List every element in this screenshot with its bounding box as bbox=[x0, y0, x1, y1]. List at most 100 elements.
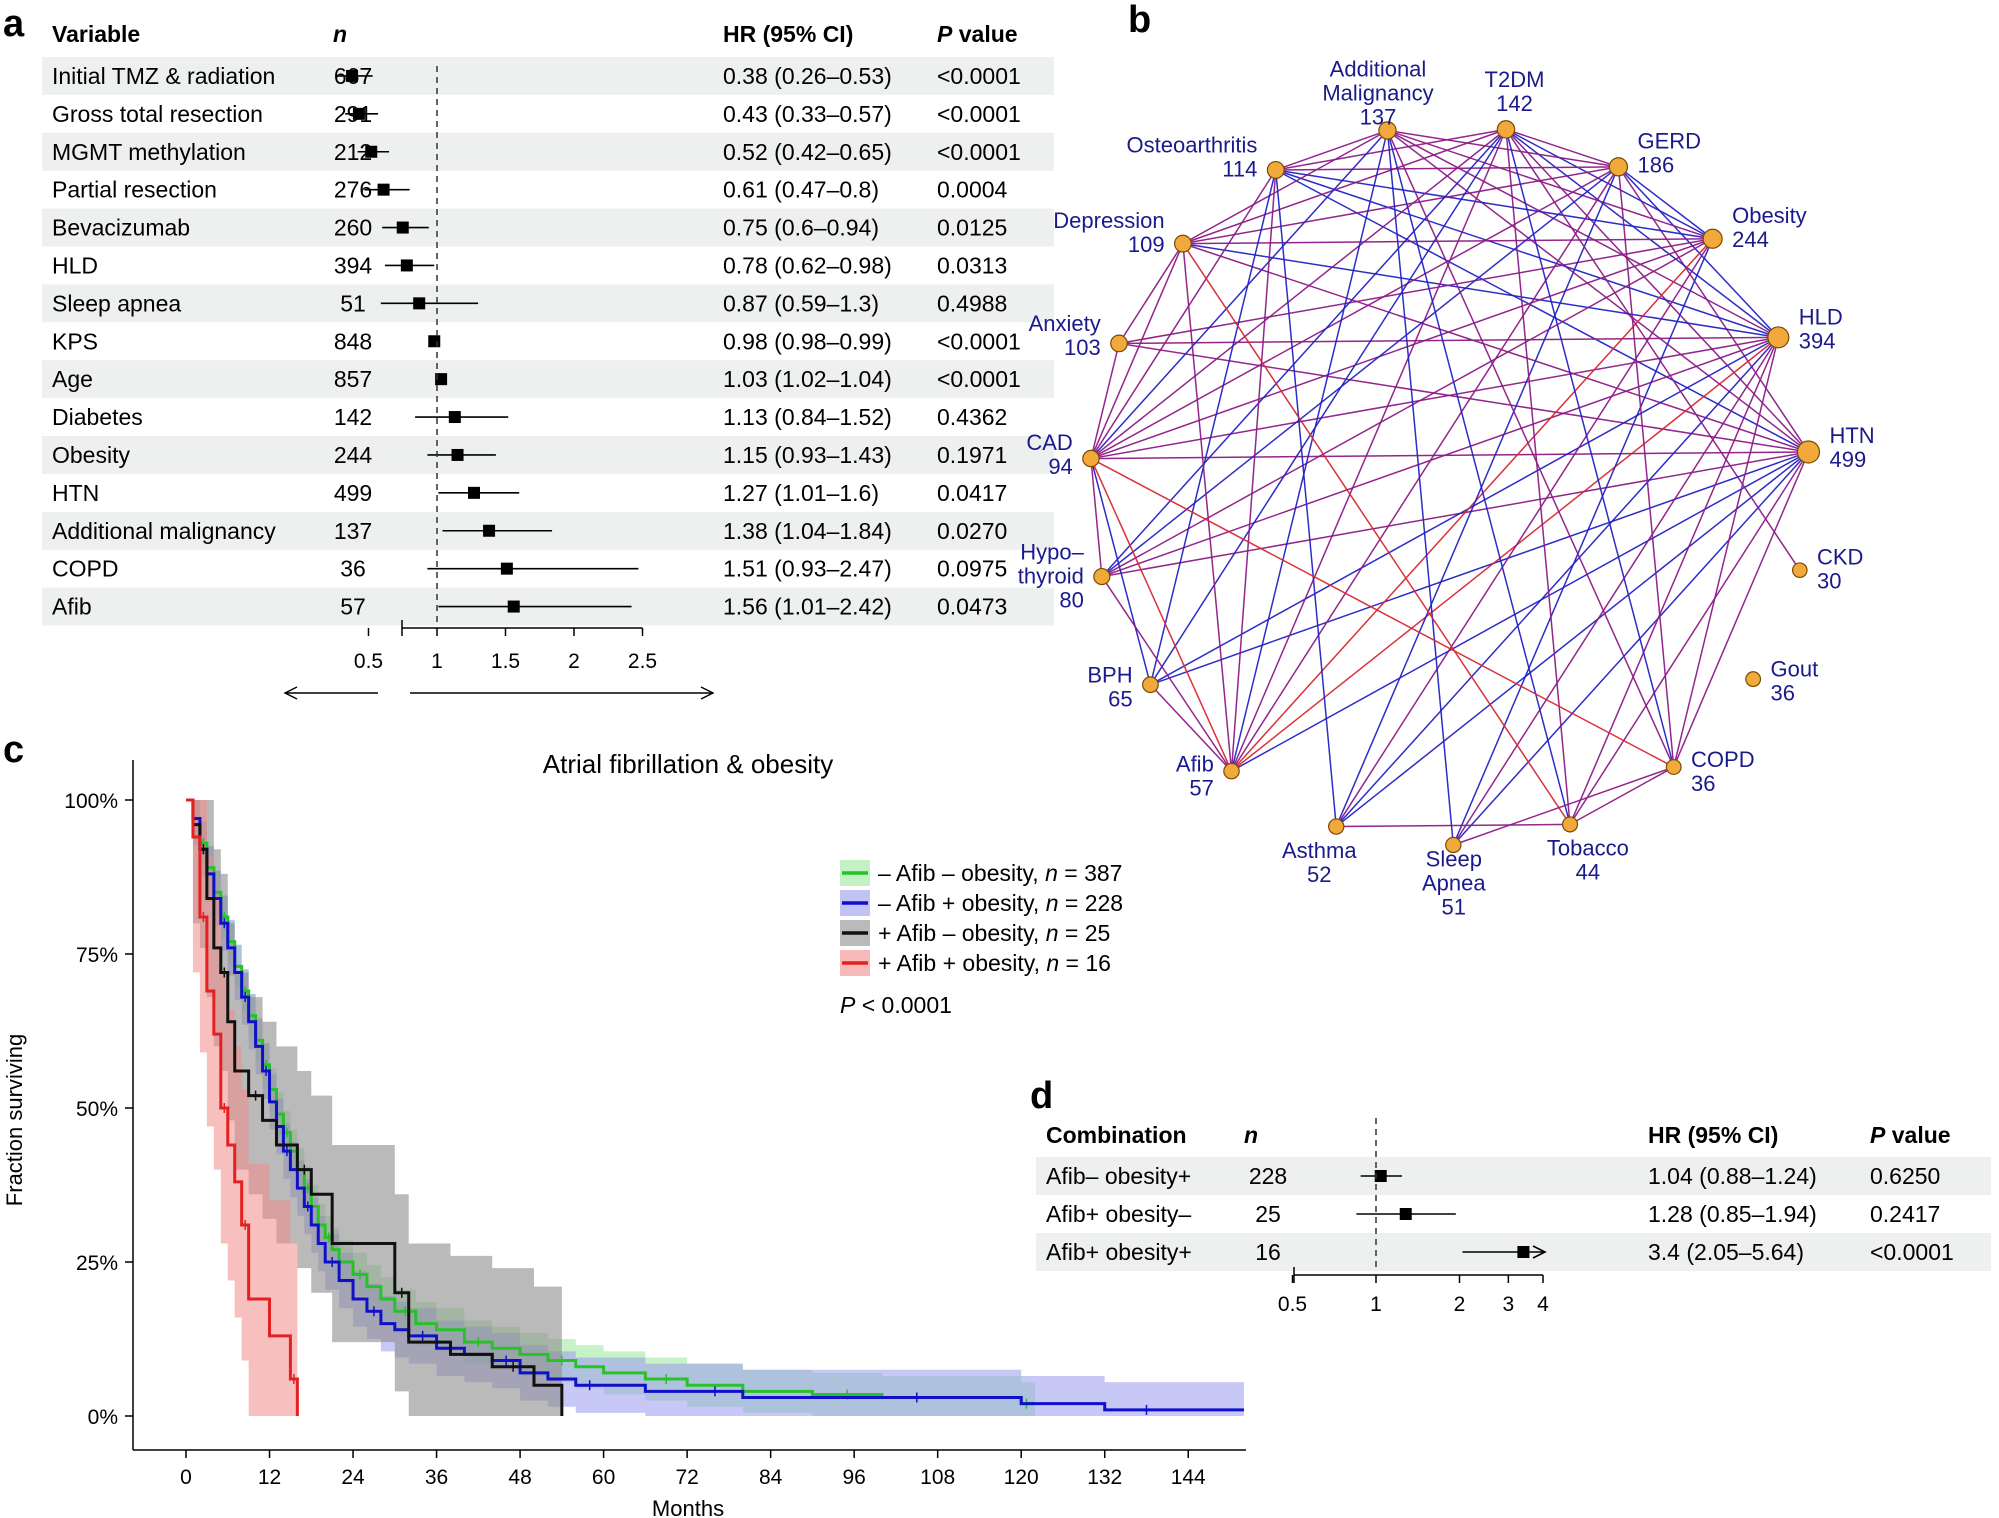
d-forest-axis: 0.5 1 2 3 4 bbox=[1278, 1118, 1549, 1316]
row-n: 260 bbox=[334, 215, 372, 241]
network-edge bbox=[1090, 129, 1389, 460]
network-edge bbox=[1672, 337, 1780, 768]
node-label: T2DM bbox=[1485, 67, 1545, 92]
network-edge bbox=[1090, 336, 1779, 460]
network-edge bbox=[1230, 166, 1620, 772]
censor-mark bbox=[473, 1337, 484, 1348]
hr-point bbox=[500, 562, 513, 575]
network-edge bbox=[1230, 129, 1507, 772]
network-node bbox=[1093, 567, 1111, 586]
censor-mark bbox=[501, 1355, 512, 1366]
row-hr-ci: 0.78 (0.62–0.98) bbox=[723, 252, 892, 278]
node-label: Obesity bbox=[1732, 203, 1807, 228]
row-p-value: 0.0975 bbox=[937, 556, 1007, 582]
row-n: 57 bbox=[340, 594, 366, 620]
y-tick-label: 0% bbox=[88, 1406, 118, 1429]
row-label: Afib+ obesity+ bbox=[1046, 1239, 1192, 1265]
node-label: 109 bbox=[1128, 232, 1165, 257]
row-p-value: <0.0001 bbox=[937, 63, 1021, 89]
row-n: 36 bbox=[340, 556, 366, 582]
x-tick-label: 108 bbox=[920, 1466, 955, 1489]
ci-arrow bbox=[1532, 1245, 1547, 1259]
network-edge bbox=[1182, 129, 1388, 245]
legend-label-pre: + Afib – obesity, bbox=[878, 920, 1046, 946]
network-edges bbox=[1090, 128, 1810, 846]
forest-rows: Initial TMZ & radiation6670.38 (0.26–0.5… bbox=[52, 63, 1021, 620]
network-edge bbox=[1569, 337, 1780, 825]
d-forest-rows: Afib– obesity+ 228 1.04 (0.88–1.24) 0.6250 A… bbox=[1046, 1163, 1954, 1265]
legend-label-post: = 16 bbox=[1059, 950, 1111, 976]
network-edge bbox=[1182, 166, 1619, 245]
x-tick-label: 12 bbox=[258, 1466, 281, 1489]
network-edge bbox=[1275, 169, 1713, 240]
row-p-value: 0.0417 bbox=[937, 480, 1007, 506]
network-node bbox=[1445, 836, 1462, 854]
hr-point bbox=[413, 297, 426, 310]
d-row-stripes bbox=[1036, 1157, 1991, 1271]
network-edge bbox=[1569, 766, 1675, 826]
censor-mark bbox=[1141, 1404, 1152, 1415]
node-label: Osteoarthritis bbox=[1127, 132, 1258, 157]
row-n: 394 bbox=[334, 252, 373, 278]
node-label: 137 bbox=[1360, 104, 1397, 129]
network-node bbox=[1496, 120, 1516, 139]
row-hr-ci: 0.87 (0.59–1.3) bbox=[723, 290, 879, 316]
network-edge bbox=[1101, 128, 1507, 578]
hr-point bbox=[448, 411, 461, 424]
x-tick-label: 2.5 bbox=[628, 650, 657, 673]
network-edge bbox=[1505, 128, 1801, 571]
network-edge bbox=[1090, 238, 1713, 460]
row-hr-ci: 0.52 (0.42–0.65) bbox=[723, 139, 892, 165]
network-edge bbox=[1182, 238, 1713, 245]
network-edge bbox=[1090, 166, 1619, 460]
legend-label-post: = 387 bbox=[1058, 860, 1123, 886]
legend-label-pre: + Afib + obesity, bbox=[878, 950, 1046, 976]
network-edge bbox=[1617, 166, 1675, 768]
forest-plot-d: Combination n HR (95% CI) P value Afib– … bbox=[1036, 1118, 1991, 1316]
node-label: COPD bbox=[1691, 747, 1755, 772]
network-node bbox=[1796, 440, 1821, 464]
network-edge bbox=[1230, 169, 1277, 772]
km-legend: – Afib – obesity, n = 387 – Afib + obesit… bbox=[840, 860, 1123, 976]
row-stripe bbox=[42, 57, 1054, 95]
row-p-value: 0.0270 bbox=[937, 518, 1007, 544]
censor-mark bbox=[584, 1380, 595, 1391]
forest-plot-a: Variable n HR (95% CI) P value Initial T… bbox=[42, 21, 1054, 700]
network-edge bbox=[1275, 169, 1779, 339]
row-p-value: <0.0001 bbox=[937, 366, 1021, 392]
node-label: Anxiety bbox=[1029, 311, 1101, 336]
survival-curve bbox=[186, 798, 1244, 1412]
row-hr-ci: 1.15 (0.93–1.43) bbox=[723, 442, 892, 468]
y-tick-label: 50% bbox=[76, 1098, 118, 1121]
header-p-value: P value bbox=[937, 21, 1018, 47]
panel-letter-d: d bbox=[1030, 1075, 1053, 1117]
network-edge bbox=[1182, 243, 1233, 772]
network-edge bbox=[1090, 169, 1277, 459]
panel-letter-c: c bbox=[3, 729, 24, 771]
network-node bbox=[1561, 816, 1579, 833]
network-edge bbox=[1387, 129, 1713, 240]
node-label: Malignancy bbox=[1322, 80, 1433, 105]
network-edge bbox=[1452, 336, 1779, 846]
censor-mark bbox=[288, 1374, 299, 1385]
network-node bbox=[1223, 762, 1240, 780]
node-label: CAD bbox=[1026, 430, 1072, 455]
network-edge bbox=[1275, 129, 1388, 171]
network-edge bbox=[1335, 166, 1620, 827]
node-label: 244 bbox=[1732, 227, 1769, 252]
d-header-p-value: P value bbox=[1870, 1122, 1951, 1148]
row-p-value: 0.4988 bbox=[937, 290, 1007, 316]
km-axes: 0% 25% 50% 75% 100% 0 12 24 36 48 60 72 84 96 108 120 13… bbox=[64, 760, 1246, 1489]
d-header-combination: Combination bbox=[1046, 1122, 1187, 1148]
x-tick-label: 0.5 bbox=[354, 650, 383, 673]
network-node bbox=[1173, 234, 1192, 253]
x-tick-label: 96 bbox=[842, 1466, 865, 1489]
hr-point bbox=[396, 221, 409, 234]
km-xlabel: Months bbox=[652, 1496, 724, 1518]
censor-mark bbox=[709, 1386, 720, 1397]
network-edge bbox=[1335, 336, 1779, 828]
network-edge bbox=[1452, 451, 1810, 846]
d-header-p-rest: value bbox=[1885, 1122, 1950, 1148]
x-tick-label: 1.5 bbox=[491, 650, 520, 673]
network-edge bbox=[1335, 451, 1809, 828]
